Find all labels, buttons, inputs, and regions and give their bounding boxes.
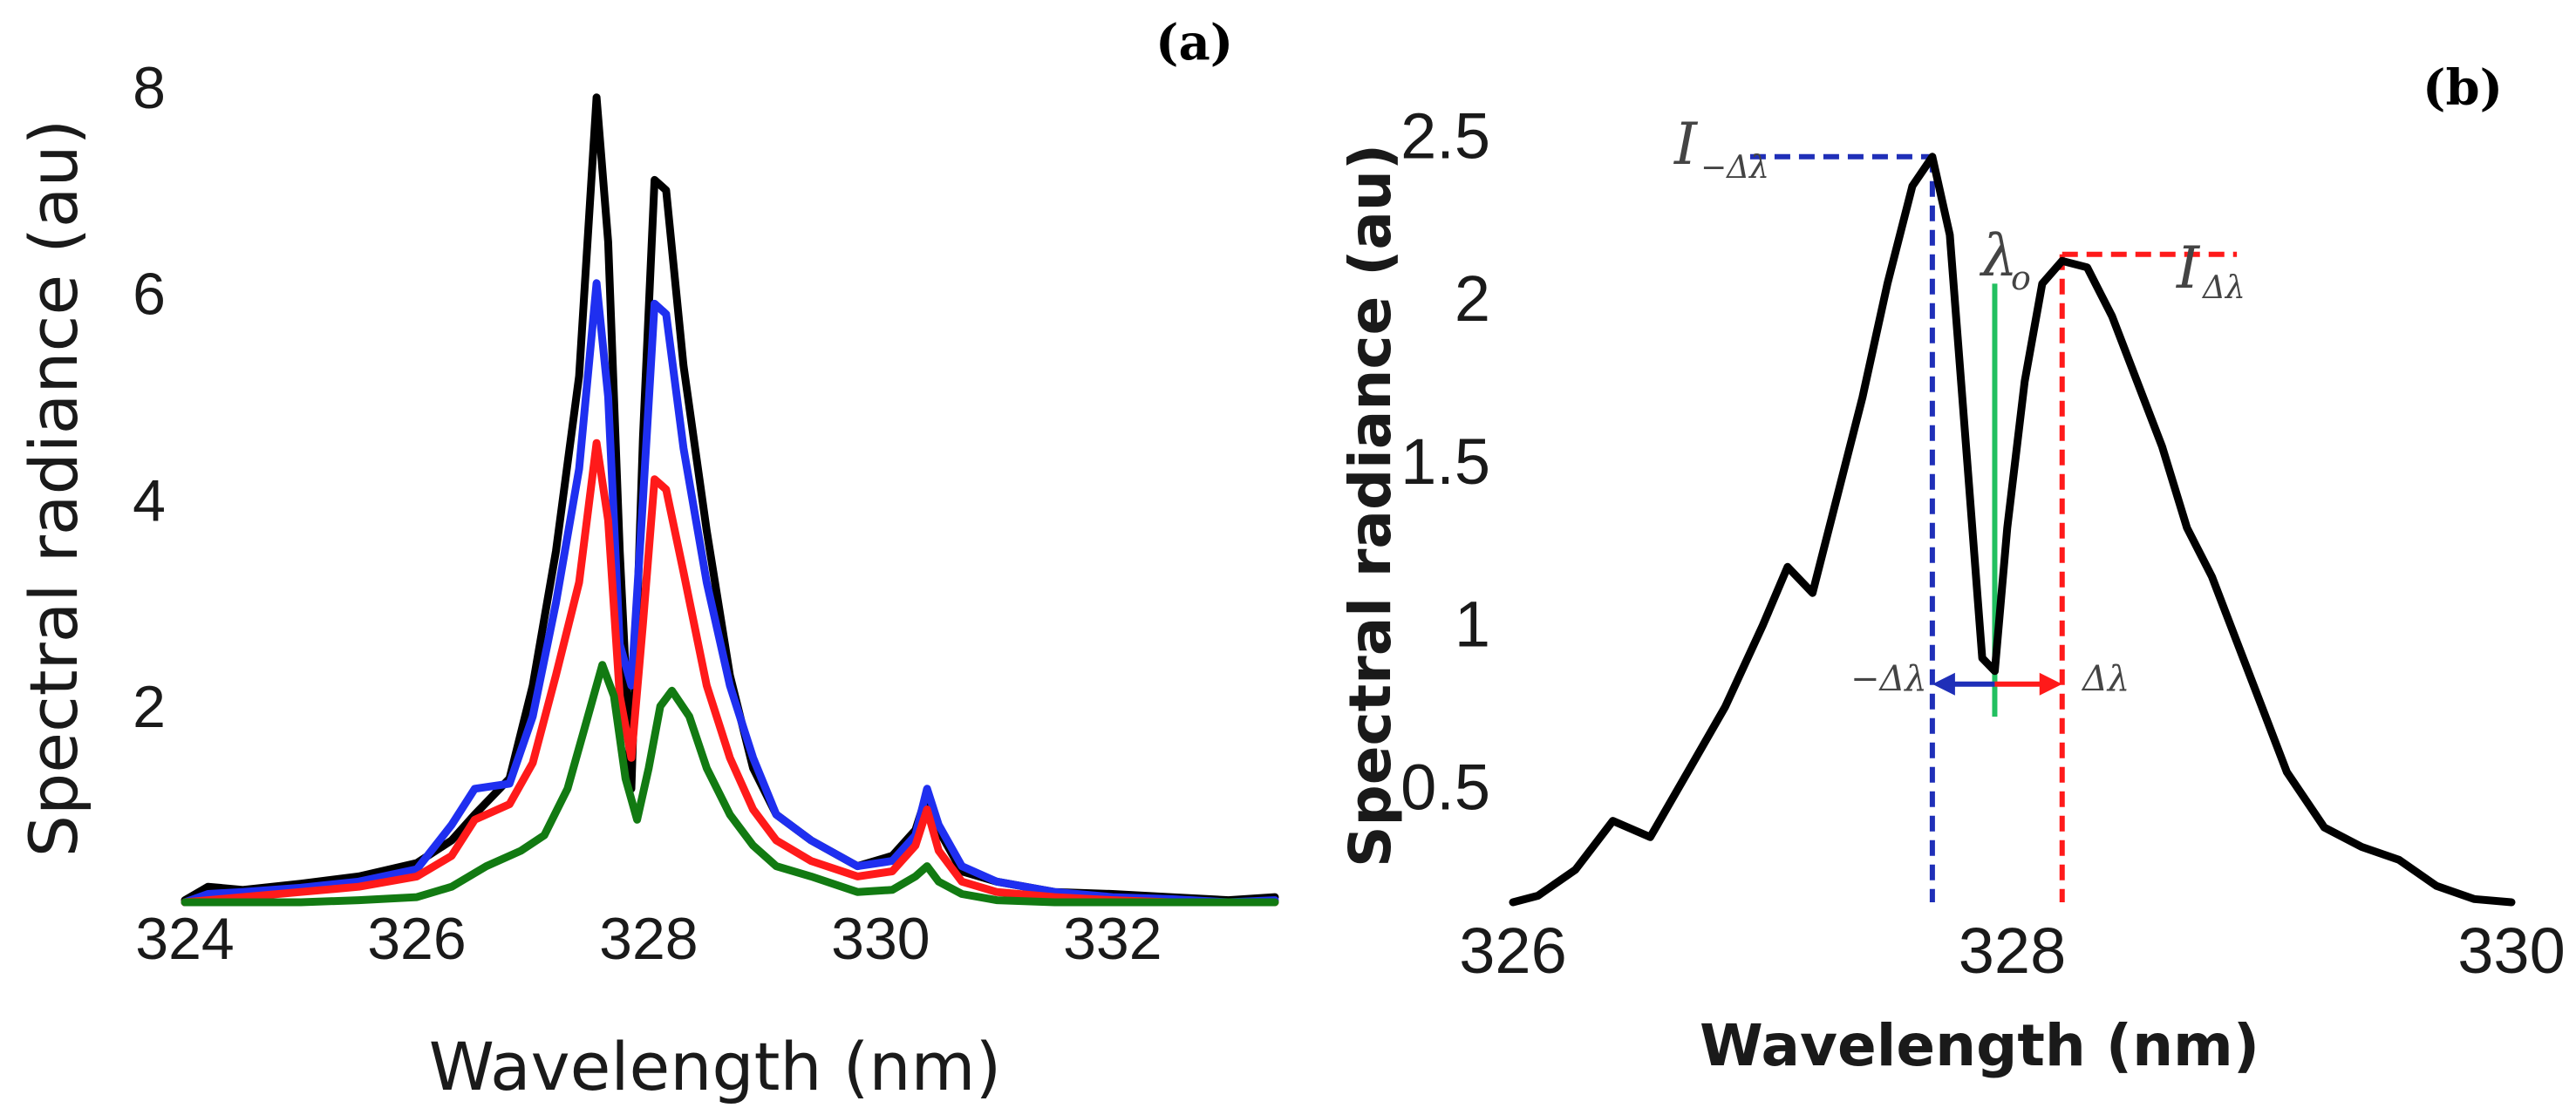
x-tick-label: 332 (1063, 906, 1162, 972)
i-minus-subscript: −Δλ (1700, 150, 1769, 186)
y-tick-label: 4 (133, 467, 166, 534)
panel-a-series (181, 93, 1279, 907)
lambda-o-subscript: o (2011, 259, 2031, 297)
x-tick-label: 328 (1959, 914, 2066, 987)
delta-minus-label: −Δλ (1850, 659, 1927, 699)
delta-plus-arrowhead (2039, 672, 2062, 696)
i-minus-label: I (1673, 111, 1699, 178)
panel-b-label: (b) (2423, 59, 2503, 117)
y-tick-label: 2 (133, 674, 166, 740)
panel-b-y-ticks: 0.5 1 1.5 2 2.5 (1400, 99, 1490, 823)
series-line-red (181, 438, 1279, 907)
lambda-o-label: λ (1979, 222, 2018, 289)
panel-a: (a) 324 326 328 330 332 2 4 6 8 Wavelength (nm)… (15, 14, 1279, 1105)
series-line-blue (181, 279, 1279, 907)
y-tick-label: 0.5 (1400, 751, 1490, 823)
panel-b-annotation-lines (1749, 153, 2238, 902)
series-line-green (181, 661, 1279, 907)
panel-b: (b) 326 328 330 0.5 1 1.5 2 2.5 I −Δλ I Δλ λ o… (1337, 59, 2566, 1079)
x-tick-label: 330 (831, 906, 930, 972)
panel-b-annotation-text: I −Δλ I Δλ λ o −Δλ Δλ (1673, 111, 2245, 699)
delta-plus-label: Δλ (2081, 659, 2130, 699)
panel-b-x-axis-label: Wavelength (nm) (1700, 1012, 2259, 1079)
x-tick-label: 324 (135, 906, 234, 972)
x-tick-label: 326 (1459, 914, 1566, 987)
panel-b-series (1509, 153, 2516, 907)
panel-a-y-ticks: 2 4 6 8 (133, 55, 166, 740)
y-tick-label: 2.5 (1400, 99, 1490, 172)
y-tick-label: 1 (1455, 588, 1490, 661)
series-line-black (181, 93, 1279, 905)
x-tick-label: 326 (367, 906, 466, 972)
delta-minus-arrowhead (1932, 672, 1955, 696)
y-tick-label: 8 (133, 55, 166, 121)
y-tick-label: 2 (1455, 262, 1490, 335)
x-tick-label: 328 (599, 906, 698, 972)
panel-a-y-axis-label: Spectral radiance (au) (15, 119, 92, 858)
y-tick-label: 1.5 (1400, 425, 1490, 498)
panel-a-x-ticks: 324 326 328 330 332 (135, 906, 1162, 972)
panel-a-x-axis-label: Wavelength (nm) (429, 1028, 1002, 1105)
series-line-black (1509, 153, 2516, 907)
y-tick-label: 6 (133, 262, 166, 328)
i-plus-subscript: Δλ (2201, 270, 2245, 306)
panel-b-y-axis-label: Spectral radiance (au) (1337, 144, 1404, 867)
i-plus-label: I (2176, 235, 2201, 302)
x-tick-label: 330 (2457, 914, 2565, 987)
panel-b-x-ticks: 326 328 330 (1459, 914, 2565, 987)
panel-a-label: (a) (1155, 14, 1233, 71)
